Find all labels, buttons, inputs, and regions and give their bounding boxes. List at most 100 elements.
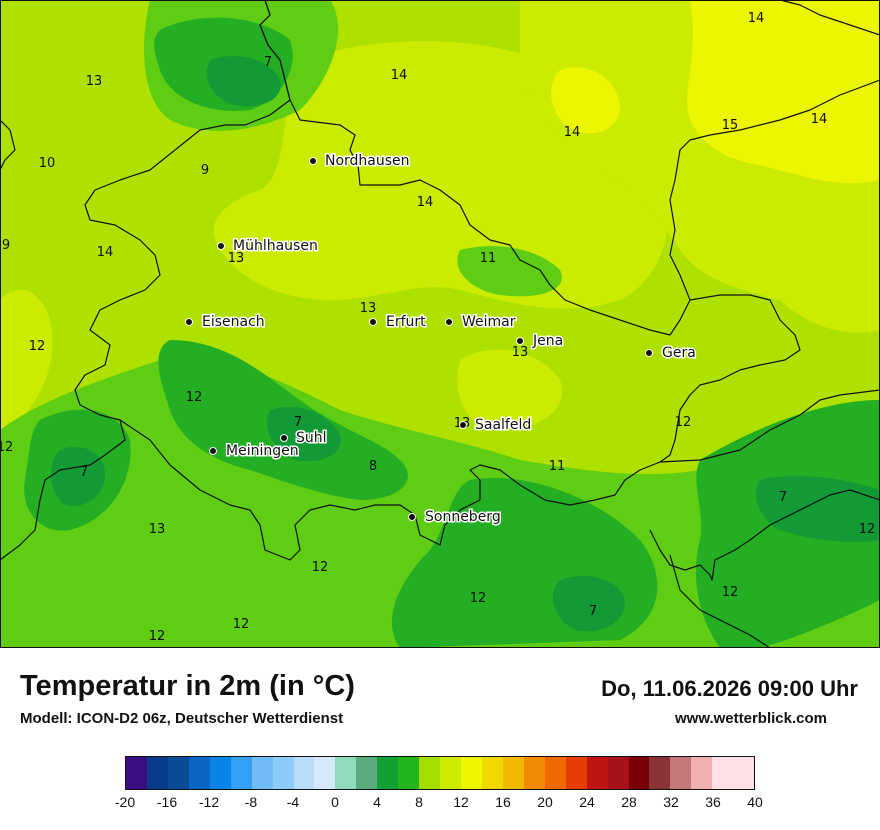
map-title: Temperatur in 2m (in °C): [20, 670, 355, 702]
city-dot: [185, 318, 193, 326]
website-link[interactable]: www.wetterblick.com: [675, 710, 827, 727]
color-scale-cell: [377, 757, 399, 789]
city-sonneberg: Sonneberg: [408, 508, 502, 527]
city-name: Meiningen: [226, 443, 299, 459]
color-scale-tick-label: 4: [373, 794, 381, 810]
temperature-value: 13: [86, 74, 103, 89]
temperature-value: 13: [149, 522, 166, 537]
color-scale-cell: [293, 757, 315, 789]
city-dot: [408, 513, 416, 521]
color-scale-tick-label: 8: [415, 794, 423, 810]
color-scale-tick-label: 28: [621, 794, 637, 810]
temperature-value: 13: [228, 251, 245, 266]
temperature-value: 12: [722, 585, 739, 600]
temperature-value: 14: [811, 112, 828, 127]
color-scale-tick-label: 36: [705, 794, 721, 810]
color-scale-tick-label: 24: [579, 794, 595, 810]
color-scale-cell: [146, 757, 168, 789]
state-border: [0, 119, 16, 171]
city-name: Sonneberg: [425, 509, 501, 525]
temperature-value: 12: [312, 560, 329, 575]
temperature-value: 12: [29, 339, 46, 354]
city-name: Weimar: [462, 314, 516, 330]
color-scale-cell: [502, 757, 524, 789]
temperature-value: 9: [201, 163, 209, 178]
forecast-datetime: Do, 11.06.2026 09:00 Uhr: [601, 676, 858, 701]
city-dot: [645, 349, 653, 357]
color-scale-tick-label: -4: [286, 794, 300, 810]
temperature-value: 7: [264, 55, 272, 70]
color-scale-cell: [167, 757, 189, 789]
city-name: Saalfeld: [475, 417, 531, 433]
temperature-value: 14: [748, 11, 765, 26]
color-scale-cell: [356, 757, 378, 789]
city-eisenach: Eisenach: [185, 313, 266, 332]
city-dot: [459, 421, 467, 429]
model-info: Modell: ICON-D2 06z, Deutscher Wetterdie…: [20, 710, 344, 727]
color-scale-cell: [733, 757, 755, 789]
city-name: Nordhausen: [325, 153, 410, 169]
color-scale-cell: [335, 757, 357, 789]
temperature-zone-warm: [457, 349, 562, 430]
color-scale-cell: [670, 757, 692, 789]
color-scale-ticks: -20 -16 -12 -8 -4 0 4 8 12 16 20 24 28 32 36 40: [115, 794, 763, 814]
color-scale-tick-label: 12: [453, 794, 469, 810]
state-border: [659, 294, 801, 463]
temperature-zone-coldest: [206, 56, 281, 107]
temperature-zone-coldest: [50, 446, 105, 506]
city-dot: [217, 242, 225, 250]
color-scale-tick-label: 40: [747, 794, 763, 810]
temperature-zone-coldest: [266, 406, 341, 462]
color-scale-cell: [628, 757, 650, 789]
color-scale-cell: [649, 757, 671, 789]
temperature-value: 12: [859, 522, 876, 537]
city-suhl: Suhl: [280, 429, 328, 448]
city-name: Gera: [662, 345, 696, 361]
color-scale-cell: [314, 757, 336, 789]
color-scale-cell: [126, 757, 147, 789]
temperature-value: 14: [417, 195, 434, 210]
temperature-value: 14: [391, 68, 408, 83]
color-scale-cell: [565, 757, 587, 789]
state-border: [649, 489, 880, 581]
city-name: Eisenach: [202, 314, 265, 330]
color-scale-cell: [230, 757, 252, 789]
city-erfurt: Erfurt: [369, 313, 428, 332]
temperature-zone-coldest: [756, 475, 880, 542]
temperature-value: 12: [233, 617, 250, 632]
temperature-value: 12: [470, 591, 487, 606]
temperature-value: 11: [549, 459, 566, 474]
temperature-value: 14: [564, 125, 581, 140]
color-scale: [125, 756, 755, 790]
temperature-value-labels: 14 14 13 7 14 14 15 14 10 9 14 9 13 13 1…: [0, 11, 875, 644]
color-scale-cell: [712, 757, 734, 789]
color-scale-tick-label: 32: [663, 794, 679, 810]
city-meiningen: Meiningen: [209, 442, 300, 461]
color-scale-tick-label: -8: [244, 794, 258, 810]
color-scale-tick-label: 0: [331, 794, 339, 810]
city-jena: Jena: [516, 332, 565, 351]
temperature-value: 8: [369, 459, 377, 474]
city-name: Suhl: [296, 430, 327, 446]
temperature-value: 7: [294, 415, 302, 430]
state-border: [0, 0, 291, 561]
state-border: [779, 0, 880, 36]
temperature-value: 9: [2, 238, 10, 253]
temperature-value: 10: [39, 156, 56, 171]
city-dot: [516, 337, 524, 345]
temperature-value: 13: [360, 301, 377, 316]
color-scale-cell: [419, 757, 441, 789]
temperature-zone-warm: [0, 289, 53, 430]
temperature-value: 12: [149, 629, 166, 644]
color-scale-cell: [188, 757, 210, 789]
city-name: Jena: [532, 333, 563, 349]
color-scale-cell: [607, 757, 629, 789]
color-scale-cell: [209, 757, 231, 789]
city-dot: [280, 434, 288, 442]
city-dot: [309, 157, 317, 165]
state-border: [119, 389, 880, 561]
city-name: Mühlhausen: [233, 238, 318, 254]
temperature-value: 14: [97, 245, 114, 260]
temperature-map: 14 14 13 7 14 14 15 14 10 9 14 9 13 13 1…: [0, 0, 880, 648]
temperature-zone-cool: [457, 246, 562, 297]
